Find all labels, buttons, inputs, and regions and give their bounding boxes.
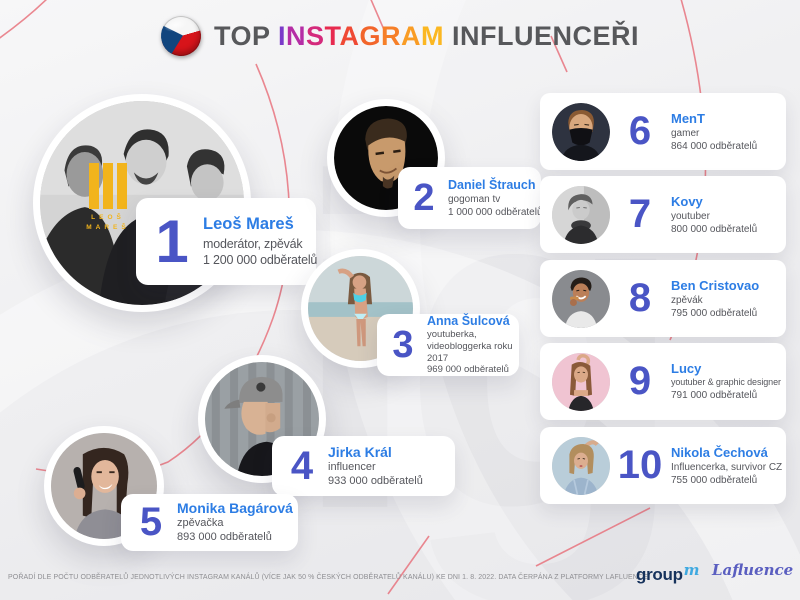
influencer-role: youtuberka, videobloggerka roku 2017	[427, 329, 513, 364]
influencer-entry-7: 7 Kovy youtuber 800 000 odběratelů	[540, 176, 786, 253]
influencer-entry-10: 10 Nikola Čechová Influencerka, survivor…	[540, 427, 786, 504]
influencer-name: Daniel Štrauch	[448, 177, 536, 192]
influencer-name: Kovy	[671, 193, 703, 209]
rank-number: 9	[628, 359, 652, 403]
influencer-role: Influencerka, survivor CZ	[671, 461, 783, 473]
rank-number: 1	[155, 208, 189, 275]
influencer-role: moderátor, zpěvák	[203, 237, 303, 251]
instagram-letter: N	[286, 20, 306, 51]
groupm-logo: groupm	[636, 561, 700, 584]
three-bars-logo-icon	[70, 163, 146, 209]
follower-count: 755 000 odběratelů	[671, 474, 758, 486]
influencer-entry-6: 6 MenT gamer 864 000 odběratelů	[540, 93, 786, 170]
influencer-role: gogoman tv	[448, 193, 501, 205]
influencer-name: Ben Cristovao	[671, 277, 760, 293]
instagram-letter: A	[401, 20, 422, 51]
influencer-name: Lucy	[671, 361, 702, 377]
follower-count: 893 000 odběratelů	[177, 531, 272, 543]
follower-count: 800 000 odběratelů	[671, 223, 758, 235]
follower-count: 795 000 odběratelů	[671, 307, 758, 319]
avatar-photo-monika-bagarova	[44, 426, 164, 546]
avatar-photo-ben-cristovao	[552, 269, 610, 328]
influencer-name: Anna Šulcová	[427, 314, 510, 329]
instagram-letter: S	[306, 20, 325, 51]
instagram-letter: T	[324, 20, 340, 51]
info-card-1: 1 Leoš Mareš moderátor, zpěvák 1 200 000…	[136, 198, 318, 285]
influencer-name: Jirka Král	[328, 443, 392, 460]
page-title: TOP INSTAGRAM INFLUENCEŘI	[214, 21, 639, 52]
influencer-role: zpěvačka	[177, 517, 224, 530]
avatar-photo-kovy	[552, 185, 610, 244]
follower-count: 791 000 odběratelů	[671, 389, 758, 401]
follower-count: 1 000 000 odběratelů	[448, 206, 543, 218]
influencer-role: gamer	[671, 127, 700, 139]
avatar-photo-lucy	[552, 352, 610, 411]
rank-number: 3	[392, 323, 414, 366]
title-suffix: INFLUENCEŘI	[444, 20, 640, 51]
influencer-name: Monika Bagárová	[177, 500, 293, 517]
groupm-logo-m: m	[683, 561, 700, 579]
info-card-3: 3 Anna Šulcová youtuberka, videobloggerk…	[377, 314, 519, 376]
follower-count: 933 000 odběratelů	[328, 474, 423, 487]
avatar-photo-nikola-cechova	[552, 436, 610, 495]
rank-number: 7	[628, 192, 652, 236]
footer-disclaimer: POŘADÍ DLE POČTU ODBĚRATELŮ JEDNOTLIVÝCH…	[8, 574, 650, 581]
leos-mares-photo-logo: LEOŠ MAREŠ	[70, 163, 146, 233]
title-prefix: TOP	[213, 20, 278, 51]
avatar-photo-ment	[552, 102, 610, 161]
influencer-name: Leoš Mareš	[203, 215, 294, 233]
influencer-entry-8: 8 Ben Cristovao zpěvák 795 000 odběratel…	[540, 260, 786, 337]
influencer-name: MenT	[671, 110, 705, 126]
follower-count: 864 000 odběratelů	[671, 140, 758, 152]
instagram-wordmark: INSTAGRAM	[278, 21, 444, 51]
avatar-photo-jirka-kral	[198, 355, 326, 483]
czech-flag-icon	[156, 11, 206, 61]
rank-number: 8	[628, 276, 652, 320]
info-card-5: 5 Monika Bagárová zpěvačka 893 000 odběr…	[121, 494, 298, 551]
rank-number: 5	[139, 500, 163, 544]
rank-number: 6	[628, 109, 652, 153]
instagram-letter: I	[277, 20, 286, 51]
instagram-letter: R	[381, 20, 402, 51]
influencer-role: influencer	[328, 460, 376, 473]
info-card-2: 2 Daniel Štrauch gogoman tv 1 000 000 od…	[398, 167, 543, 229]
follower-count: 969 000 odběratelů	[427, 364, 509, 376]
influencer-name: Nikola Čechová	[671, 444, 768, 460]
influencer-role: youtuber & graphic designer	[671, 377, 781, 388]
rank-number: 2	[413, 176, 435, 219]
lafluence-logo: Lafluence	[712, 561, 794, 579]
follower-count: 1 200 000 odběratelů	[203, 253, 318, 267]
influencer-role: youtuber	[671, 210, 710, 222]
instagram-letter: A	[339, 20, 360, 51]
instagram-letter: M	[421, 20, 445, 51]
influencer-role: zpěvák	[671, 294, 703, 306]
info-card-4: 4 Jirka Král influencer 933 000 odběrate…	[272, 436, 455, 496]
rank-number: 10	[617, 443, 663, 487]
influencer-entry-9: 9 Lucy youtuber & graphic designer 791 0…	[540, 343, 786, 420]
title-bar: TOP INSTAGRAM INFLUENCEŘI	[0, 11, 800, 61]
instagram-letter: G	[359, 20, 382, 51]
rank-number: 4	[290, 443, 314, 488]
